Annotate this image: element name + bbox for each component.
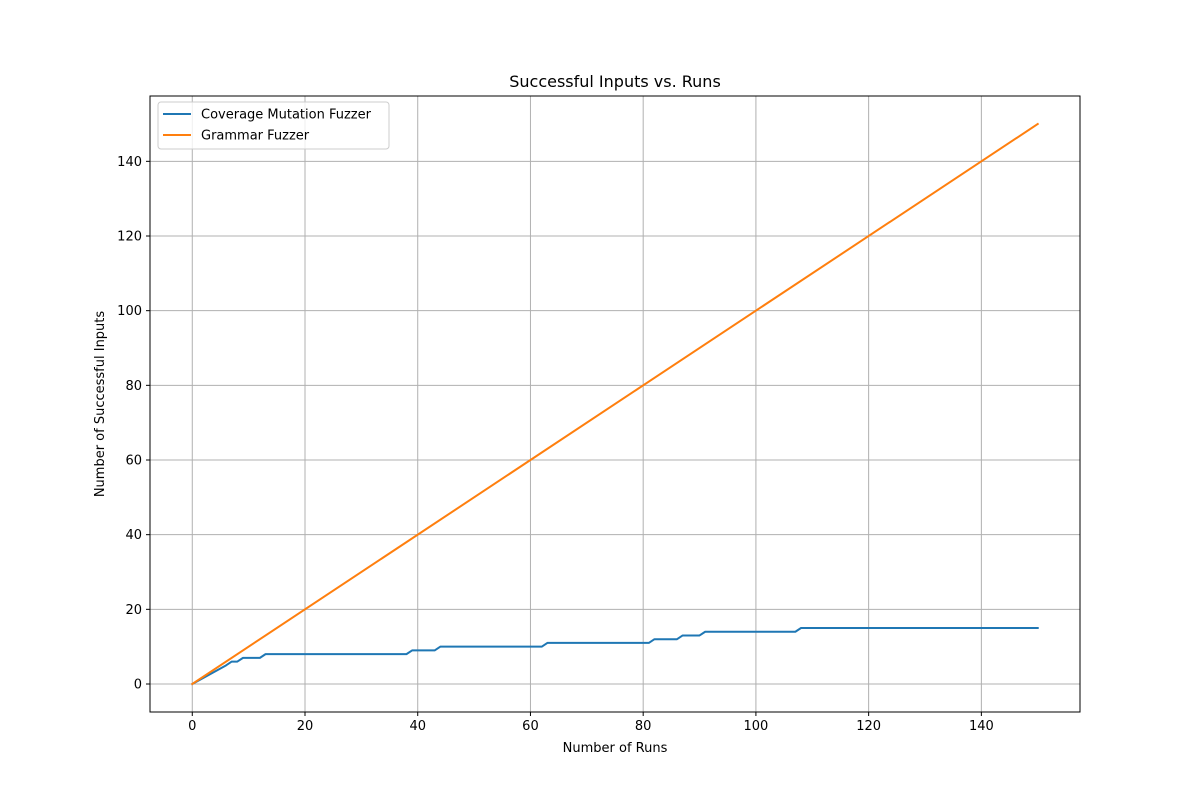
x-tick-label: 0 [188, 719, 196, 734]
y-tick-label: 60 [125, 454, 142, 469]
series-line-1 [190, 627, 1039, 686]
legend-box [157, 101, 390, 150]
x-tick-label: 100 [743, 719, 768, 734]
x-tick-label: 40 [409, 719, 426, 734]
y-tick-label: 80 [125, 379, 142, 394]
y-axis-title: Number of Successful Inputs [93, 311, 108, 498]
y-tick-label: 0 [134, 678, 142, 693]
legend-label: Coverage Mutation Fuzzer [201, 108, 372, 123]
y-axis: 0 20 40 60 80 100 120 140 [117, 155, 150, 693]
y-tick-label: 20 [125, 603, 142, 618]
plot-frame [149, 95, 1081, 713]
x-tick-label: 140 [969, 719, 994, 734]
y-tick-label: 100 [117, 304, 142, 319]
series-line-2 [190, 122, 1040, 686]
x-axis: 0 20 40 60 80 100 120 140 [188, 712, 994, 734]
legend: Coverage Mutation Fuzzer Grammar Fuzzer [157, 101, 390, 150]
series-layer [190, 122, 1040, 686]
y-tick-label: 40 [125, 528, 142, 543]
x-axis-title: Number of Runs [563, 741, 668, 756]
chart-title: Successful Inputs vs. Runs [509, 72, 721, 91]
legend-label: Grammar Fuzzer [201, 129, 310, 144]
x-tick-label: 120 [856, 719, 881, 734]
x-tick-label: 20 [297, 719, 314, 734]
y-tick-label: 120 [117, 230, 142, 245]
x-tick-label: 60 [522, 719, 539, 734]
x-tick-label: 80 [635, 719, 652, 734]
grid [150, 96, 1080, 712]
y-tick-label: 140 [117, 155, 142, 170]
